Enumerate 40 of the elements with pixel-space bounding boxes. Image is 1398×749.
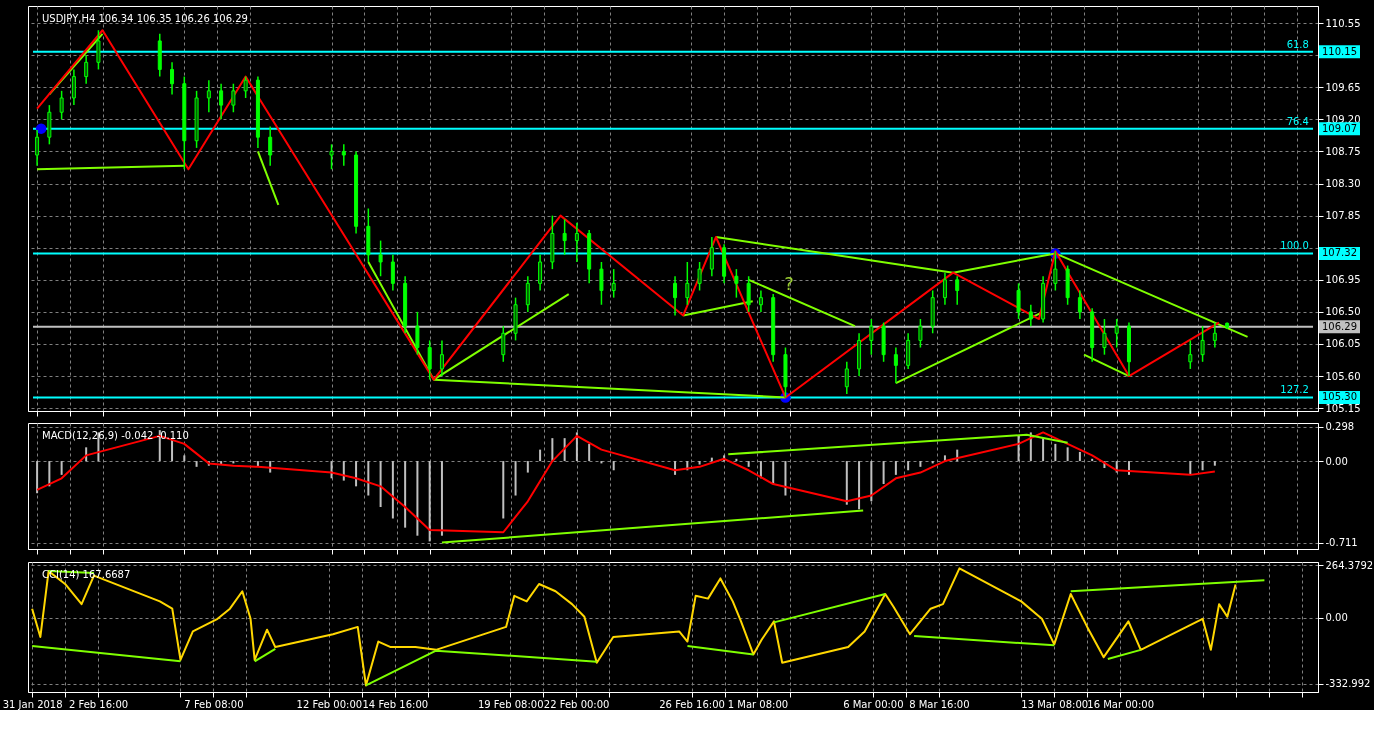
y-tick-label: 110.55 bbox=[1325, 17, 1361, 29]
x-tick-label: 13 Mar 08:00 bbox=[1021, 698, 1089, 710]
y-tick-label: 264.3792 bbox=[1325, 559, 1374, 571]
x-tick-label: 7 Feb 08:00 bbox=[184, 698, 244, 710]
x-tick-label: 19 Feb 08:00 bbox=[477, 698, 544, 710]
x-tick-label: 22 Feb 00:00 bbox=[543, 698, 610, 710]
y-tick-label: 108.30 bbox=[1325, 178, 1361, 190]
y-tick-label: 106.05 bbox=[1325, 338, 1361, 350]
y-tick-label: 106.95 bbox=[1325, 274, 1361, 286]
x-tick-label: 26 Feb 16:00 bbox=[659, 698, 725, 710]
x-tick-label: 1 Mar 08:00 bbox=[727, 698, 789, 710]
y-tick-label: -332.992 bbox=[1325, 678, 1371, 690]
y-tick-label: 107.85 bbox=[1325, 210, 1361, 222]
y-tick-label: 105.15 bbox=[1325, 402, 1361, 414]
y-tick-label: 0.00 bbox=[1325, 612, 1348, 624]
ref-line-label: 106.29 bbox=[1322, 320, 1357, 332]
x-tick-label: 14 Feb 16:00 bbox=[362, 698, 429, 710]
y-tick-label: 0.298 bbox=[1325, 421, 1355, 433]
annotation: 127.2 bbox=[1280, 384, 1309, 396]
y-tick-label: -0.711 bbox=[1325, 537, 1358, 549]
x-tick-label: 6 Mar 00:00 bbox=[843, 698, 904, 710]
x-tick-label: 2 Feb 16:00 bbox=[68, 698, 129, 710]
y-tick-label: 106.50 bbox=[1325, 306, 1361, 318]
annotation: 76.4 bbox=[1286, 115, 1309, 127]
x-tick-label: 16 Mar 00:00 bbox=[1087, 698, 1155, 710]
x-tick-label: 31 Jan 2018 bbox=[2, 698, 63, 710]
text: USDJPY,H4 106.34 106.35 106.26 106.29 bbox=[42, 13, 248, 24]
ref-line-label: 110.15 bbox=[1322, 45, 1357, 57]
y-tick-label: 109.65 bbox=[1325, 81, 1361, 93]
annotation: ? bbox=[784, 273, 794, 295]
x-tick-label: 8 Mar 16:00 bbox=[909, 698, 970, 710]
y-tick-label: 108.75 bbox=[1325, 145, 1361, 157]
y-tick-label: 0.00 bbox=[1325, 455, 1348, 467]
x-tick-label: 12 Feb 00:00 bbox=[296, 698, 363, 710]
ref-line-label: 109.07 bbox=[1322, 122, 1357, 134]
ref-line-label: 107.32 bbox=[1322, 247, 1357, 259]
ref-line-label: 105.30 bbox=[1322, 391, 1357, 403]
y-tick-label: 105.60 bbox=[1325, 370, 1361, 382]
annotation: 61.8 bbox=[1286, 38, 1309, 50]
annotation: 100.0 bbox=[1280, 240, 1309, 252]
